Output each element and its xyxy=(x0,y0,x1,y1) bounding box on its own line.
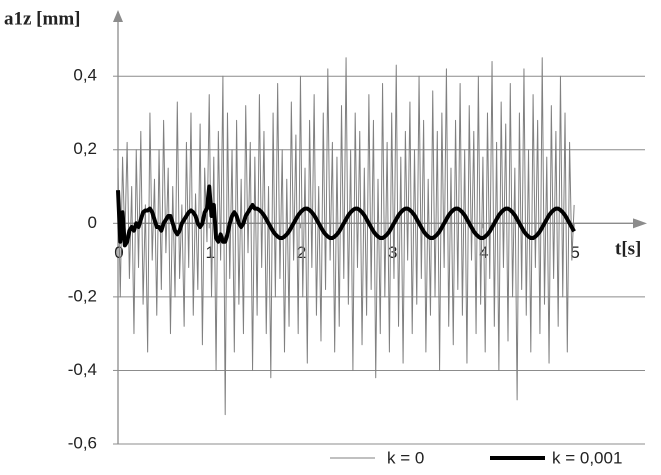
y-tick-label: 0,2 xyxy=(73,139,97,158)
x-axis-arrow xyxy=(633,218,647,229)
x-tick-label: 5 xyxy=(570,243,579,262)
y-tick-label: -0,2 xyxy=(68,286,97,305)
x-tick-label: 1 xyxy=(205,243,214,262)
y-tick-label: 0 xyxy=(88,213,97,232)
y-tick-label: -0,4 xyxy=(68,360,97,379)
x-axis-label: t[s] xyxy=(615,238,641,259)
series-line xyxy=(117,57,575,416)
y-axis-label: a1z [mm] xyxy=(4,8,81,29)
y-axis-arrow xyxy=(113,10,123,22)
series-line xyxy=(116,184,576,248)
legend-label: k = 0,001 xyxy=(552,448,622,467)
legend-label: k = 0 xyxy=(387,448,424,467)
y-tick-label: -0,6 xyxy=(68,433,97,452)
x-tick-label: 3 xyxy=(388,243,397,262)
y-tick-label: 0,4 xyxy=(73,66,97,85)
x-tick-label: 2 xyxy=(297,243,306,262)
